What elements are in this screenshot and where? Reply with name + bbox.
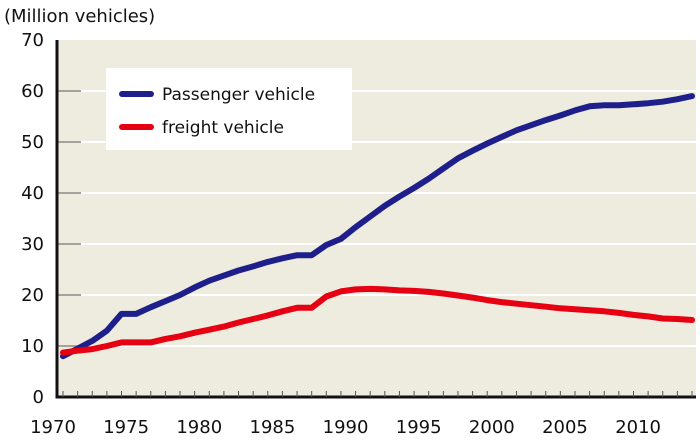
x-tick-label: 1985 <box>250 417 296 438</box>
x-tick-label: 1990 <box>323 417 369 438</box>
legend: Passenger vehicle freight vehicle <box>106 68 352 150</box>
y-tick-label: 40 <box>21 183 44 204</box>
series-layer <box>60 93 695 360</box>
y-tick-label: 60 <box>21 81 44 102</box>
x-tick-label: 1995 <box>396 417 442 438</box>
y-tick-label: 50 <box>21 132 44 153</box>
x-tick-label: 1980 <box>176 417 222 438</box>
series-line-freight-vehicle <box>60 285 695 356</box>
legend-label-freight-vehicle: freight vehicle <box>162 118 284 138</box>
y-tick-labels: 0 10 20 30 40 50 60 70 <box>21 30 44 408</box>
x-tick-label: 2000 <box>469 417 515 438</box>
y-tick-label: 20 <box>21 285 44 306</box>
legend-label-passenger-vehicle: Passenger vehicle <box>162 85 315 105</box>
axes <box>55 40 696 399</box>
x-tick-label: 1970 <box>30 417 76 438</box>
y-tick-label: 70 <box>21 30 44 51</box>
y-axis-unit-label: (Million vehicles) <box>4 6 155 27</box>
x-tick-labels: 1970 1975 1980 1985 1990 1995 2000 2005 2010 <box>30 417 661 438</box>
x-tick-label: 1975 <box>103 417 149 438</box>
y-tick-label: 10 <box>21 336 44 357</box>
legend-box <box>106 68 352 150</box>
y-tick-label: 0 <box>33 387 44 408</box>
series-line-passenger-vehicle <box>60 93 695 360</box>
y-tick-label: 30 <box>21 234 44 255</box>
x-tick-label: 2010 <box>615 417 661 438</box>
x-tick-label: 2005 <box>542 417 588 438</box>
